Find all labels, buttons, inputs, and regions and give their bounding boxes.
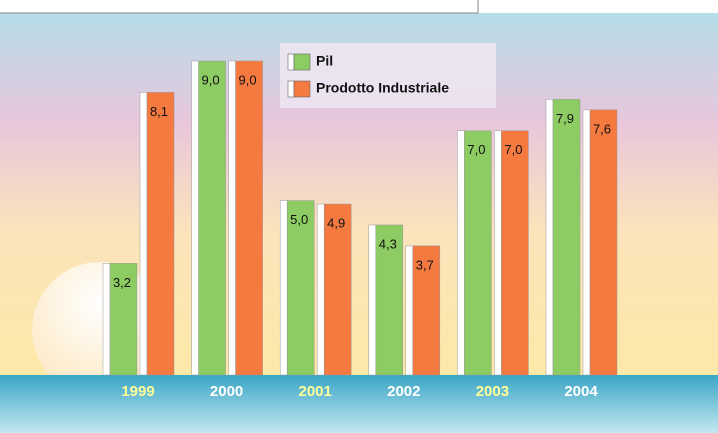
x-tick-label: 2003 [476,383,509,400]
bar-highlight [228,60,236,376]
bar-highlight [545,99,554,376]
bar [464,130,492,376]
value-label: 7,9 [556,111,574,126]
value-label: 3,2 [113,275,131,290]
x-tick-label: 2004 [564,383,598,400]
bar [109,263,138,376]
x-tick-label: 1999 [121,383,154,400]
value-label: 7,6 [593,121,611,136]
bar-highlight [582,109,591,376]
bar [235,60,263,376]
bar [375,224,404,376]
x-tick-label: 2001 [299,383,332,400]
bar [501,130,529,376]
bar-highlight [368,224,377,376]
bar-highlight [405,245,414,376]
legend-swatch [293,80,311,98]
bar-highlight [139,92,148,376]
bar [412,245,441,376]
value-label: 7,0 [467,142,485,157]
value-label: 5,0 [290,212,308,227]
bar [198,60,226,376]
bar-highlight [494,130,502,376]
legend-swatch-highlight [287,80,295,98]
bar-highlight [191,60,199,376]
bar-highlight [316,203,325,376]
legend-label: Pil [316,53,333,69]
bar-highlight [457,130,465,376]
legend [280,43,496,108]
bar-highlight [279,200,288,376]
bar-highlight [102,263,111,376]
bar [552,99,581,376]
legend-label: Prodotto Industriale [316,80,449,96]
value-label: 4,3 [379,236,397,251]
bar [146,92,175,376]
value-label: 9,0 [202,72,220,87]
legend-swatch-highlight [287,53,295,71]
sea [0,375,718,433]
value-label: 4,9 [327,215,345,230]
legend-swatch [293,53,311,71]
value-label: 8,1 [150,104,168,119]
bar [323,203,352,376]
value-label: 7,0 [504,142,522,157]
x-tick-label: 2000 [210,383,243,400]
x-tick-label: 2002 [387,383,420,400]
bar [286,200,315,376]
bar [589,109,618,376]
value-label: 3,7 [416,257,434,272]
value-label: 9,0 [239,72,257,87]
